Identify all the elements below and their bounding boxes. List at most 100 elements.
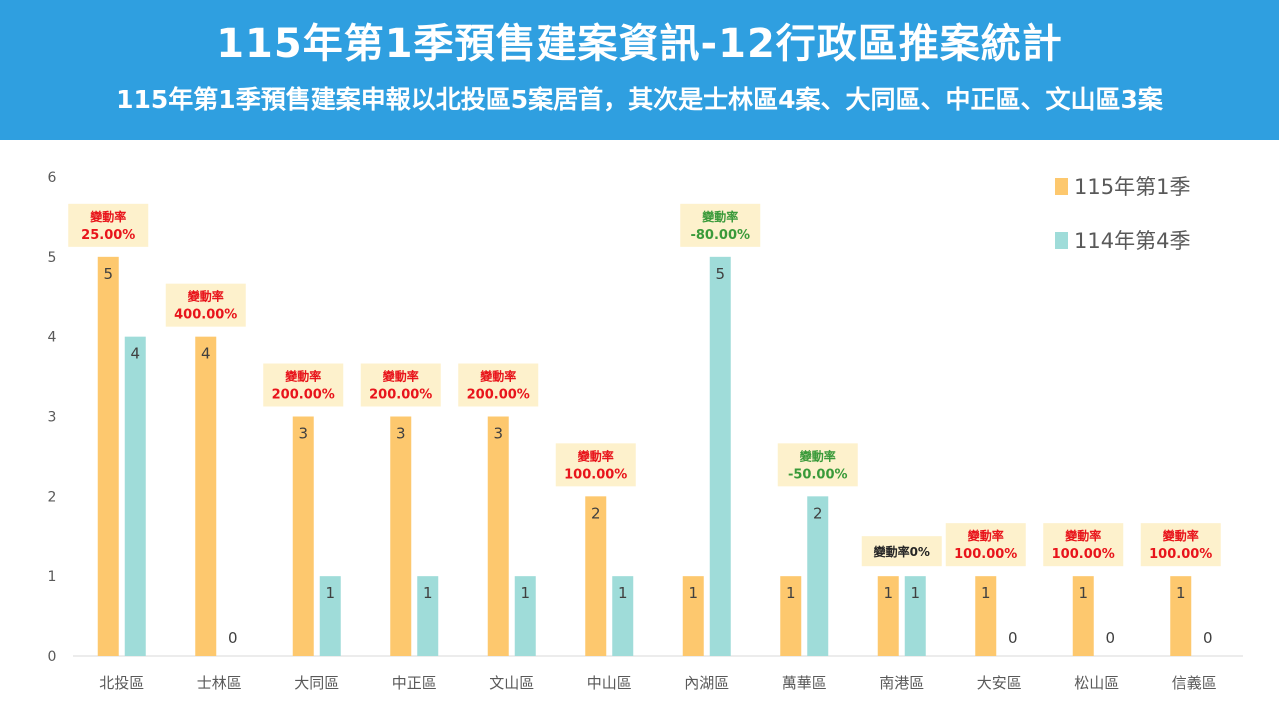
bar-value-label: 1 <box>981 584 991 602</box>
change-rate-value: 100.00% <box>564 467 627 482</box>
legend-label: 115年第1季 <box>1074 175 1190 199</box>
change-rate-value: 變動率0% <box>873 544 930 559</box>
change-rate-box <box>165 283 246 327</box>
bar <box>124 336 146 656</box>
bar-value-label: 4 <box>201 345 211 363</box>
category-label: 信義區 <box>1172 674 1217 692</box>
change-rate-title: 變動率 <box>967 528 1004 543</box>
change-rate-box <box>68 203 149 247</box>
legend-label: 114年第4季 <box>1074 229 1190 253</box>
category-label: 中山區 <box>587 674 632 692</box>
category-label: 內湖區 <box>684 674 729 692</box>
bar-value-label: 5 <box>715 265 725 283</box>
legend-swatch <box>1055 178 1068 195</box>
category-label: 士林區 <box>197 674 242 692</box>
category-label: 南港區 <box>879 674 924 692</box>
bar-value-label: 1 <box>423 584 433 602</box>
change-rate-title: 變動率 <box>479 369 516 384</box>
change-rate-box <box>1043 523 1124 567</box>
change-rate-box <box>945 523 1026 567</box>
bar-value-label: 0 <box>1008 629 1018 647</box>
change-rate-title: 變動率 <box>382 369 419 384</box>
bar <box>1170 576 1192 656</box>
bar-chart: 0 1 2 3 4 5 6 5 4 北投區 變動率 25.00% 4 0 士林區 變動率 400.00% 3 1 大同… <box>48 170 1243 692</box>
change-rate-value: 100.00% <box>1149 547 1212 562</box>
bar <box>807 496 829 656</box>
change-rate-box <box>680 203 761 247</box>
bar-value-label: 1 <box>520 584 530 602</box>
page-subtitle: 115年第1季預售建案申報以北投區5案居首，其次是士林區4案、大同區、中正區、文… <box>116 85 1163 114</box>
bar <box>709 256 731 656</box>
change-rate-box <box>777 443 858 487</box>
y-tick-label: 0 <box>48 649 57 665</box>
y-tick-label: 4 <box>48 330 57 346</box>
change-rate-value: 200.00% <box>272 388 335 403</box>
y-tick-label: 6 <box>48 170 57 186</box>
category-label: 松山區 <box>1074 674 1119 692</box>
change-rate-value: 200.00% <box>369 388 432 403</box>
bar <box>417 576 439 656</box>
change-rate-box <box>861 536 942 567</box>
bar <box>487 416 509 656</box>
bar-value-label: 3 <box>298 425 308 443</box>
bar-value-label: 1 <box>618 584 628 602</box>
y-tick-label: 1 <box>48 569 57 585</box>
change-rate-box <box>1140 523 1221 567</box>
change-rate-title: 變動率 <box>284 369 321 384</box>
bar-value-label: 5 <box>103 265 113 283</box>
bar <box>514 576 536 656</box>
bar-value-label: 0 <box>228 629 238 647</box>
bar <box>195 336 217 656</box>
bar-value-label: 1 <box>1078 584 1088 602</box>
bar-value-label: 1 <box>325 584 335 602</box>
bar <box>877 576 899 656</box>
change-rate-title: 變動率 <box>187 289 224 304</box>
bar <box>904 576 926 656</box>
legend-swatch <box>1055 232 1068 249</box>
change-rate-box <box>555 443 636 487</box>
change-rate-value: 25.00% <box>81 228 135 243</box>
change-rate-value: 100.00% <box>1052 547 1115 562</box>
category-label: 中正區 <box>392 674 437 692</box>
bar <box>1072 576 1094 656</box>
bar <box>390 416 412 656</box>
bar-value-label: 3 <box>396 425 406 443</box>
change-rate-title: 變動率 <box>1162 528 1199 543</box>
bar-value-label: 4 <box>130 345 140 363</box>
header-banner: 115年第1季預售建案資訊-12行政區推案統計 115年第1季預售建案申報以北投… <box>0 0 1279 140</box>
change-rate-title: 變動率 <box>1064 528 1101 543</box>
change-rate-box <box>263 363 344 407</box>
change-rate-value: 400.00% <box>174 308 237 323</box>
change-rate-box <box>360 363 441 407</box>
bar-value-label: 1 <box>910 584 920 602</box>
category-label: 大同區 <box>294 674 339 692</box>
change-rate-value: -50.00% <box>788 467 848 482</box>
bar-value-label: 2 <box>813 504 823 522</box>
page-title: 115年第1季預售建案資訊-12行政區推案統計 <box>216 21 1063 67</box>
change-rate-value: 200.00% <box>467 388 530 403</box>
bar-value-label: 2 <box>591 504 601 522</box>
bar-value-label: 0 <box>1203 629 1213 647</box>
bar <box>682 576 704 656</box>
y-tick-label: 2 <box>48 489 57 505</box>
bar-value-label: 1 <box>786 584 796 602</box>
change-rate-title: 變動率 <box>577 448 614 463</box>
change-rate-title: 變動率 <box>89 209 126 224</box>
bar <box>780 576 802 656</box>
change-rate-value: -80.00% <box>690 228 750 243</box>
bar-value-label: 1 <box>883 584 893 602</box>
bar-value-label: 1 <box>1176 584 1186 602</box>
bar-value-label: 3 <box>493 425 503 443</box>
y-tick-label: 3 <box>48 410 57 426</box>
bar <box>319 576 341 656</box>
bar <box>612 576 634 656</box>
change-rate-title: 變動率 <box>799 448 836 463</box>
bar <box>585 496 607 656</box>
change-rate-box <box>458 363 539 407</box>
bar <box>97 256 119 656</box>
category-label: 北投區 <box>99 674 144 692</box>
bar-value-label: 0 <box>1105 629 1115 647</box>
y-tick-label: 5 <box>48 250 57 266</box>
change-rate-title: 變動率 <box>701 209 738 224</box>
bar <box>292 416 314 656</box>
